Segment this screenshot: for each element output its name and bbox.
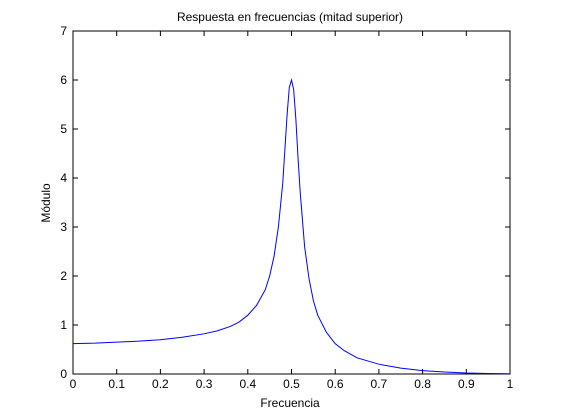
x-tick-label: 0.1 [108, 377, 125, 391]
chart-title: Respuesta en frecuencias (mitad superior… [177, 10, 403, 24]
x-tick-label: 0.8 [414, 377, 431, 391]
axis-tick-labels: 0 0.1 0.2 0.3 0.4 0.5 0.6 0.7 0.8 0.9 1 0 1 2 3 4 5 6 7 [60, 24, 513, 391]
y-axis-label: Módulo [39, 183, 53, 223]
x-tick-label: 1 [507, 377, 514, 391]
series-layer [72, 78, 511, 375]
y-tick-label: 1 [60, 318, 67, 332]
y-tick-label: 2 [60, 269, 67, 283]
y-tick-label: 4 [60, 171, 67, 185]
x-tick-label: 0.5 [283, 377, 300, 391]
x-tick-label: 0 [70, 377, 77, 391]
y-tick-label: 0 [60, 367, 67, 381]
x-tick-label: 0.2 [152, 377, 169, 391]
y-tick-label: 6 [60, 73, 67, 87]
y-tick-label: 7 [60, 24, 67, 38]
x-tick-label: 0.6 [327, 377, 344, 391]
x-tick-label: 0.4 [239, 377, 256, 391]
series-line-0 [72, 78, 511, 375]
axis-ticks [72, 30, 511, 375]
y-tick-label: 5 [60, 122, 67, 136]
x-tick-label: 0.9 [458, 377, 475, 391]
x-axis-label: Frecuencia [260, 396, 320, 410]
x-tick-label: 0.7 [371, 377, 388, 391]
plot-area [72, 30, 511, 375]
y-tick-label: 3 [60, 220, 67, 234]
x-tick-label: 0.3 [196, 377, 213, 391]
